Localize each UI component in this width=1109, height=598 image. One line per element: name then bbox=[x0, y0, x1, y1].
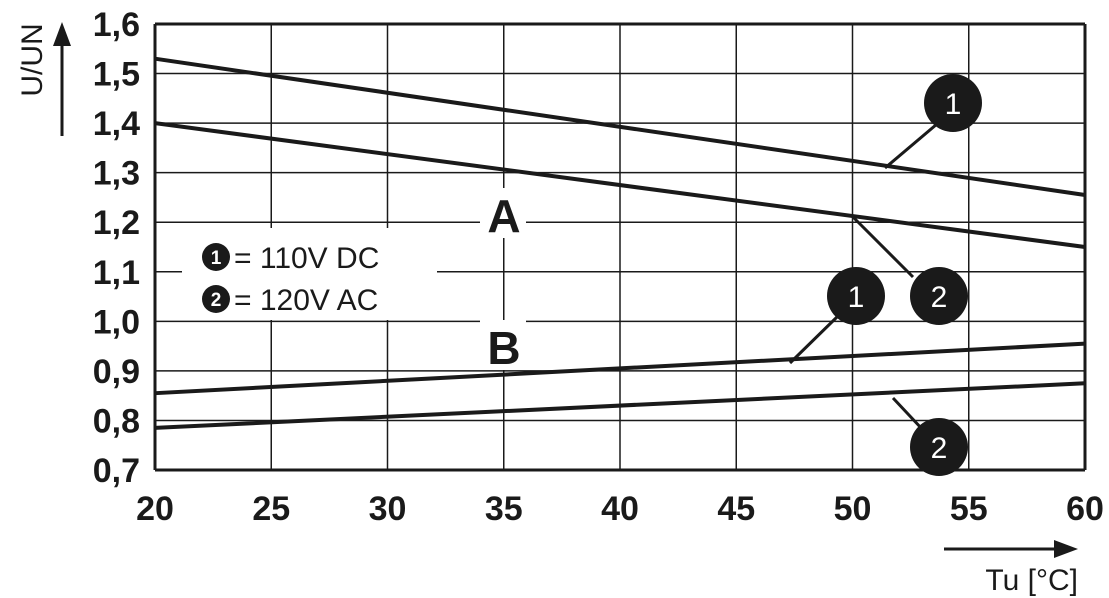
y-tick-labels: 0,7 0,8 0,9 1,0 1,1 1,2 1,3 1,4 1,5 1,6 bbox=[93, 6, 140, 490]
series-line-a2 bbox=[154, 121, 1086, 249]
legend-marker-2 bbox=[202, 285, 230, 313]
legend: 1 = 110V DC 2 = 120V AC bbox=[182, 228, 437, 320]
x-tick-label: 55 bbox=[950, 490, 988, 528]
x-tick-label: 45 bbox=[717, 490, 755, 528]
y-tick-label: 1,6 bbox=[93, 6, 140, 44]
legend-marker-2-label: 2 bbox=[211, 290, 222, 311]
y-tick-label: 1,5 bbox=[93, 56, 140, 94]
callout-marker-b2 bbox=[910, 418, 968, 476]
x-axis-label: Tu [°C] bbox=[985, 564, 1078, 597]
legend-marker-1 bbox=[202, 243, 230, 271]
legend-entry-1: = 110V DC bbox=[234, 242, 379, 275]
leader-b2 bbox=[891, 396, 925, 432]
callout-marker-b1 bbox=[827, 267, 885, 325]
x-tick-label: 50 bbox=[834, 490, 872, 528]
y-tick-label: 1,1 bbox=[93, 254, 140, 292]
x-tick-labels: 20 25 30 35 40 45 50 55 60 bbox=[136, 490, 1104, 528]
legend-marker-1-label: 1 bbox=[211, 248, 222, 269]
legend-entry-2: = 120V AC bbox=[234, 284, 378, 317]
region-a-bg bbox=[480, 188, 526, 238]
callout-marker-a2 bbox=[910, 267, 968, 325]
x-tick-label: 20 bbox=[136, 490, 174, 528]
x-axis-arrow bbox=[944, 540, 1078, 558]
callout-marker-b1-label: 1 bbox=[848, 281, 865, 314]
y-tick-label: 1,2 bbox=[93, 204, 140, 242]
series-line-b1 bbox=[154, 341, 1086, 396]
y-tick-label: 1,3 bbox=[93, 155, 140, 193]
leader-a1 bbox=[884, 122, 938, 170]
series-lines bbox=[154, 56, 1086, 430]
y-tick-label: 0,7 bbox=[93, 452, 140, 490]
x-tick-label: 35 bbox=[485, 490, 523, 528]
leader-a2 bbox=[851, 215, 915, 279]
callout-markers: 1 2 1 2 bbox=[827, 74, 982, 476]
y-axis-arrow bbox=[53, 22, 71, 136]
y-axis-label: U/UN bbox=[16, 23, 49, 96]
series-line-b2 bbox=[154, 381, 1086, 430]
leader-b1 bbox=[788, 314, 840, 365]
region-label-b: B bbox=[487, 322, 520, 374]
x-tick-label: 30 bbox=[369, 490, 407, 528]
callout-marker-b2-label: 2 bbox=[931, 432, 948, 465]
region-label-a: A bbox=[487, 190, 520, 242]
x-tick-label: 40 bbox=[601, 490, 639, 528]
series-line-a1 bbox=[154, 56, 1086, 197]
y-tick-label: 0,9 bbox=[93, 353, 140, 391]
y-tick-label: 1,0 bbox=[93, 303, 140, 341]
callout-marker-a2-label: 2 bbox=[931, 281, 948, 314]
y-tick-label: 0,8 bbox=[93, 402, 140, 440]
callout-leaders bbox=[788, 122, 938, 432]
region-b-bg bbox=[480, 320, 526, 370]
x-tick-label: 60 bbox=[1066, 490, 1104, 528]
x-tick-label: 25 bbox=[252, 490, 290, 528]
callout-marker-a1 bbox=[924, 74, 982, 132]
y-tick-label: 1,4 bbox=[93, 105, 140, 143]
callout-marker-a1-label: 1 bbox=[945, 88, 962, 121]
